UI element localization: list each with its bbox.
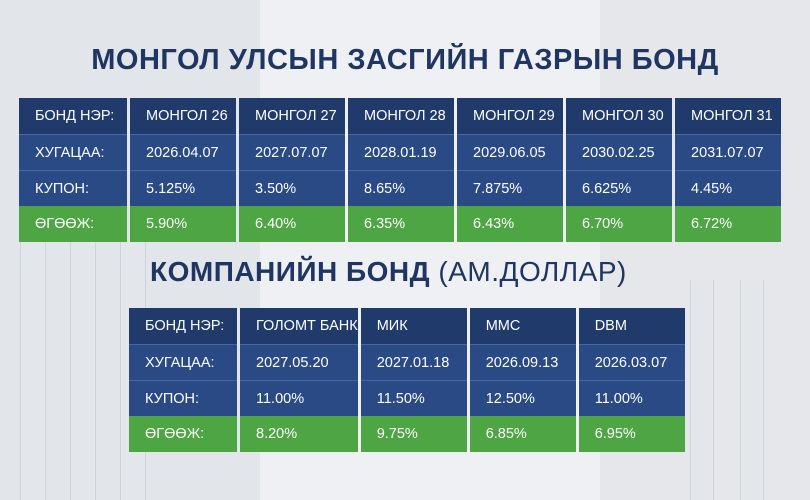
yield-cell: 6.40% xyxy=(239,206,345,242)
row-label: ӨГӨӨЖ: xyxy=(129,416,237,452)
maturity-row: ХУГАЦАА: 2027.05.20 2027.01.18 2026.09.1… xyxy=(129,344,685,380)
maturity-cell: 2029.06.05 xyxy=(457,134,563,170)
government-bond-table: БОНД НЭР: МОНГОЛ 26 МОНГОЛ 27 МОНГОЛ 28 … xyxy=(16,98,784,242)
maturity-cell: 2026.03.07 xyxy=(578,344,685,380)
maturity-cell: 2026.04.07 xyxy=(130,134,236,170)
corporate-bond-currency: (АМ.ДОЛЛАР) xyxy=(438,256,627,287)
maturity-cell: 2028.01.19 xyxy=(348,134,454,170)
maturity-cell: 2030.02.25 xyxy=(566,134,672,170)
yield-cell: 6.95% xyxy=(578,416,685,452)
corporate-bond-title-main: КОМПАНИЙН БОНД xyxy=(150,256,431,287)
bond-name-cell: МОНГОЛ 27 xyxy=(239,98,345,134)
coupon-cell: 12.50% xyxy=(469,380,576,416)
bond-name-cell: МОНГОЛ 29 xyxy=(457,98,563,134)
yield-cell: 6.70% xyxy=(566,206,672,242)
row-label: КУПОН: xyxy=(129,380,237,416)
bond-name-cell: ММС xyxy=(469,308,576,344)
yield-cell: 9.75% xyxy=(360,416,467,452)
coupon-cell: 3.50% xyxy=(239,170,345,206)
row-label: ХУГАЦАА: xyxy=(19,134,127,170)
corporate-bond-title: КОМПАНИЙН БОНД (АМ.ДОЛЛАР) xyxy=(150,256,670,288)
coupon-cell: 7.875% xyxy=(457,170,563,206)
bond-name-cell: МОНГОЛ 28 xyxy=(348,98,454,134)
coupon-cell: 8.65% xyxy=(348,170,454,206)
bond-name-row: БОНД НЭР: ГОЛОМТ БАНК МИК ММС DBM xyxy=(129,308,685,344)
yield-cell: 6.72% xyxy=(675,206,781,242)
row-label: ӨГӨӨЖ: xyxy=(19,206,127,242)
maturity-cell: 2027.01.18 xyxy=(360,344,467,380)
bond-name-row: БОНД НЭР: МОНГОЛ 26 МОНГОЛ 27 МОНГОЛ 28 … xyxy=(19,98,781,134)
maturity-cell: 2031.07.07 xyxy=(675,134,781,170)
coupon-cell: 11.00% xyxy=(240,380,358,416)
maturity-cell: 2026.09.13 xyxy=(469,344,576,380)
coupon-cell: 11.00% xyxy=(578,380,685,416)
bond-name-cell: DBM xyxy=(578,308,685,344)
bond-name-cell: ГОЛОМТ БАНК xyxy=(240,308,358,344)
maturity-cell: 2027.07.07 xyxy=(239,134,345,170)
yield-cell: 8.20% xyxy=(240,416,358,452)
yield-row: ӨГӨӨЖ: 8.20% 9.75% 6.85% 6.95% xyxy=(129,416,685,452)
bond-name-cell: МИК xyxy=(360,308,467,344)
coupon-cell: 5.125% xyxy=(130,170,236,206)
coupon-cell: 11.50% xyxy=(360,380,467,416)
coupon-row: КУПОН: 11.00% 11.50% 12.50% 11.00% xyxy=(129,380,685,416)
bond-name-cell: МОНГОЛ 31 xyxy=(675,98,781,134)
corporate-bond-table: БОНД НЭР: ГОЛОМТ БАНК МИК ММС DBM ХУГАЦА… xyxy=(126,308,688,452)
yield-row: ӨГӨӨЖ: 5.90% 6.40% 6.35% 6.43% 6.70% 6.7… xyxy=(19,206,781,242)
row-label: КУПОН: xyxy=(19,170,127,206)
yield-cell: 6.35% xyxy=(348,206,454,242)
coupon-cell: 4.45% xyxy=(675,170,781,206)
coupon-cell: 6.625% xyxy=(566,170,672,206)
bond-name-cell: МОНГОЛ 30 xyxy=(566,98,672,134)
yield-cell: 6.85% xyxy=(469,416,576,452)
row-label: ХУГАЦАА: xyxy=(129,344,237,380)
yield-cell: 6.43% xyxy=(457,206,563,242)
yield-cell: 5.90% xyxy=(130,206,236,242)
row-label: БОНД НЭР: xyxy=(19,98,127,134)
maturity-row: ХУГАЦАА: 2026.04.07 2027.07.07 2028.01.1… xyxy=(19,134,781,170)
coupon-row: КУПОН: 5.125% 3.50% 8.65% 7.875% 6.625% … xyxy=(19,170,781,206)
government-bond-title: МОНГОЛ УЛСЫН ЗАСГИЙН ГАЗРЫН БОНД xyxy=(91,44,719,76)
bond-name-cell: МОНГОЛ 26 xyxy=(130,98,236,134)
maturity-cell: 2027.05.20 xyxy=(240,344,358,380)
row-label: БОНД НЭР: xyxy=(129,308,237,344)
